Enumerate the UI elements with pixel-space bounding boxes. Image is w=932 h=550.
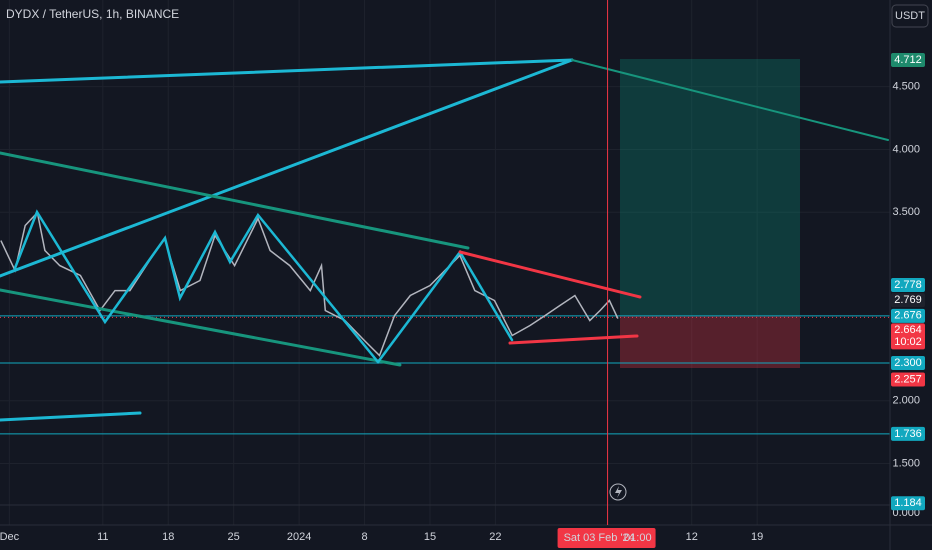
price-label: 2.300: [894, 357, 922, 369]
trend-line: [0, 151, 470, 250]
symbol-title: DYDX / TetherUS, 1h, BINANCE: [6, 7, 179, 21]
price-label: 2.257: [894, 373, 922, 385]
drawings: [0, 58, 889, 422]
crosshair-time: 01:00: [624, 532, 652, 544]
price-line: [0, 211, 619, 357]
x-tick-label: Dec: [0, 531, 20, 543]
price-label-box: [891, 278, 925, 292]
price-label: 2.778: [894, 279, 922, 291]
long-position-loss: [620, 316, 800, 368]
price-label-box: [891, 496, 925, 511]
y-tick-label: 3.500: [892, 206, 920, 218]
price-label-box: [891, 308, 925, 323]
y-tick-label: 2.000: [892, 395, 920, 407]
trend-line: [0, 58, 574, 84]
price-label-box: [891, 356, 925, 371]
currency-button-label: USDT: [895, 10, 925, 22]
trend-line: [0, 411, 142, 422]
x-tick-label: 12: [686, 531, 698, 543]
price-label: 1.184: [894, 497, 922, 509]
trend-line: [571, 59, 889, 141]
price-label: 2.769: [894, 294, 922, 306]
long-position-profit: [620, 59, 800, 316]
price-label: 1.736: [894, 428, 922, 440]
x-tick-label: 8: [361, 531, 367, 543]
price-label-box: [891, 53, 925, 68]
trend-line: [0, 288, 402, 367]
crosshair-label-box: [557, 528, 656, 548]
x-tick-label: 19: [751, 531, 763, 543]
price-label-box: [891, 323, 925, 350]
x-tick-label: 11: [97, 531, 108, 543]
resistance-line: [458, 250, 642, 299]
price-label: 4.712: [894, 54, 922, 66]
price-label-countdown: 10:02: [894, 336, 922, 348]
y-tick-label: 4.000: [892, 143, 920, 155]
horizontal-lines: [0, 315, 890, 435]
zigzag: [13, 209, 514, 365]
x-tick-label: 25: [228, 531, 240, 543]
price-label: 2.664: [894, 324, 922, 336]
grid: [0, 0, 890, 525]
trend-line: [0, 58, 574, 278]
y-tick-label: 4.500: [892, 81, 920, 93]
support-line: [508, 334, 639, 345]
price-series: [0, 211, 619, 357]
x-tick-label: 15: [424, 531, 436, 543]
currency-button[interactable]: [891, 4, 929, 28]
x-tick-label: 2024: [287, 531, 311, 543]
price-label-box: [891, 426, 925, 441]
alert-icon[interactable]: [609, 483, 627, 501]
x-tick-label: 18: [162, 531, 174, 543]
price-label-box: [891, 372, 925, 387]
price-label: 2.676: [894, 310, 922, 322]
price-label-box: [891, 293, 925, 308]
y-tick-label: 1.500: [892, 457, 920, 469]
x-tick-label: 22: [489, 531, 501, 543]
crosshair-date: Sat 03 Feb '24: [564, 532, 635, 544]
alert-icon-bolt: [615, 486, 622, 498]
